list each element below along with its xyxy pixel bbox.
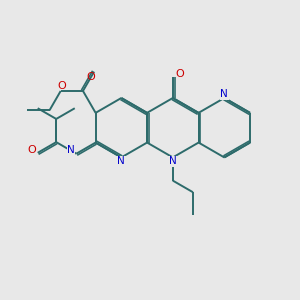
Text: N: N (118, 156, 125, 166)
Text: N: N (169, 156, 177, 166)
Text: O: O (27, 145, 36, 155)
Text: O: O (86, 72, 95, 82)
Text: O: O (58, 81, 67, 91)
Text: N: N (220, 89, 228, 99)
Text: N: N (67, 145, 75, 155)
Text: O: O (175, 69, 184, 79)
